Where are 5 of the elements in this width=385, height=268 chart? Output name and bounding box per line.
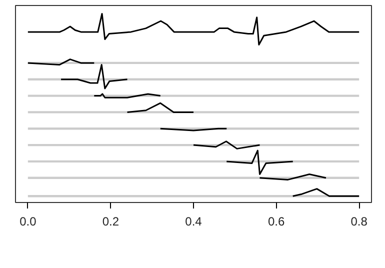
x-tick-label: 0.8 [350,214,368,228]
x-tick-label: 0.0 [20,214,37,228]
x-tick-label: 0.4 [185,214,202,228]
x-tick-label: 0.6 [268,214,285,228]
x-tick-label: 0.2 [102,214,120,228]
